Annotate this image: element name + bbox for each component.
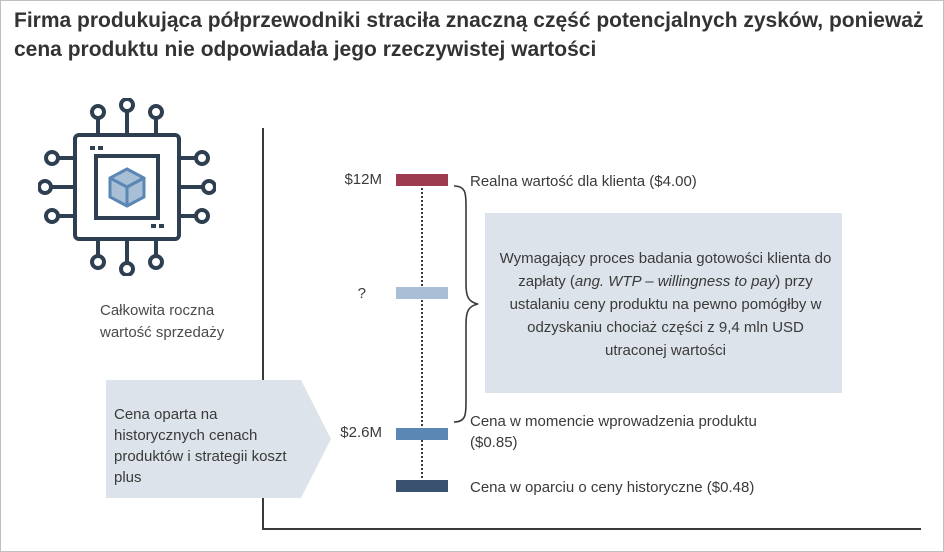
- bar-launch-price: [396, 428, 448, 440]
- wtp-recommendation-text: Wymagający proces badania gotowości klie…: [497, 247, 834, 362]
- dotted-connector: [421, 184, 423, 486]
- wtp-text-part1: Wymagający proces badania gotowości klie…: [499, 250, 832, 290]
- label-launch-price: Cena w momencie wprowadzenia produktu ($…: [470, 413, 757, 451]
- axis-label: Całkowita roczna wartość sprzedaży: [100, 302, 225, 341]
- bar-unknown-price: [396, 287, 448, 299]
- bar-historical-price: [396, 480, 448, 492]
- label-historical-price: Cena w oparciu o ceny historyczne ($0.48…: [470, 479, 755, 496]
- level-label-unknown: ?: [357, 285, 366, 302]
- microchip-icon: [38, 98, 216, 276]
- historical-pricing-arrow: [301, 380, 331, 498]
- historical-pricing-box: [106, 380, 301, 498]
- wtp-text-part2: ) przy ustalaniu ceny produktu na pewno …: [509, 273, 822, 359]
- wtp-text-italic: ang. WTP – willingness to pay: [574, 273, 776, 290]
- level-label-12m: $12M: [344, 171, 382, 188]
- y-axis: [262, 128, 264, 530]
- bar-real-value: [396, 174, 448, 186]
- x-axis: [262, 528, 921, 530]
- label-real-value: Realna wartość dla klienta ($4.00): [470, 173, 697, 190]
- wtp-recommendation-box: [485, 213, 842, 393]
- historical-pricing-text: Cena oparta na historycznych cenach prod…: [114, 406, 287, 486]
- level-label-2-6m: $2.6M: [340, 424, 382, 441]
- figure-title: Firma produkująca półprzewodniki stracił…: [14, 9, 924, 61]
- curly-brace: [453, 185, 479, 423]
